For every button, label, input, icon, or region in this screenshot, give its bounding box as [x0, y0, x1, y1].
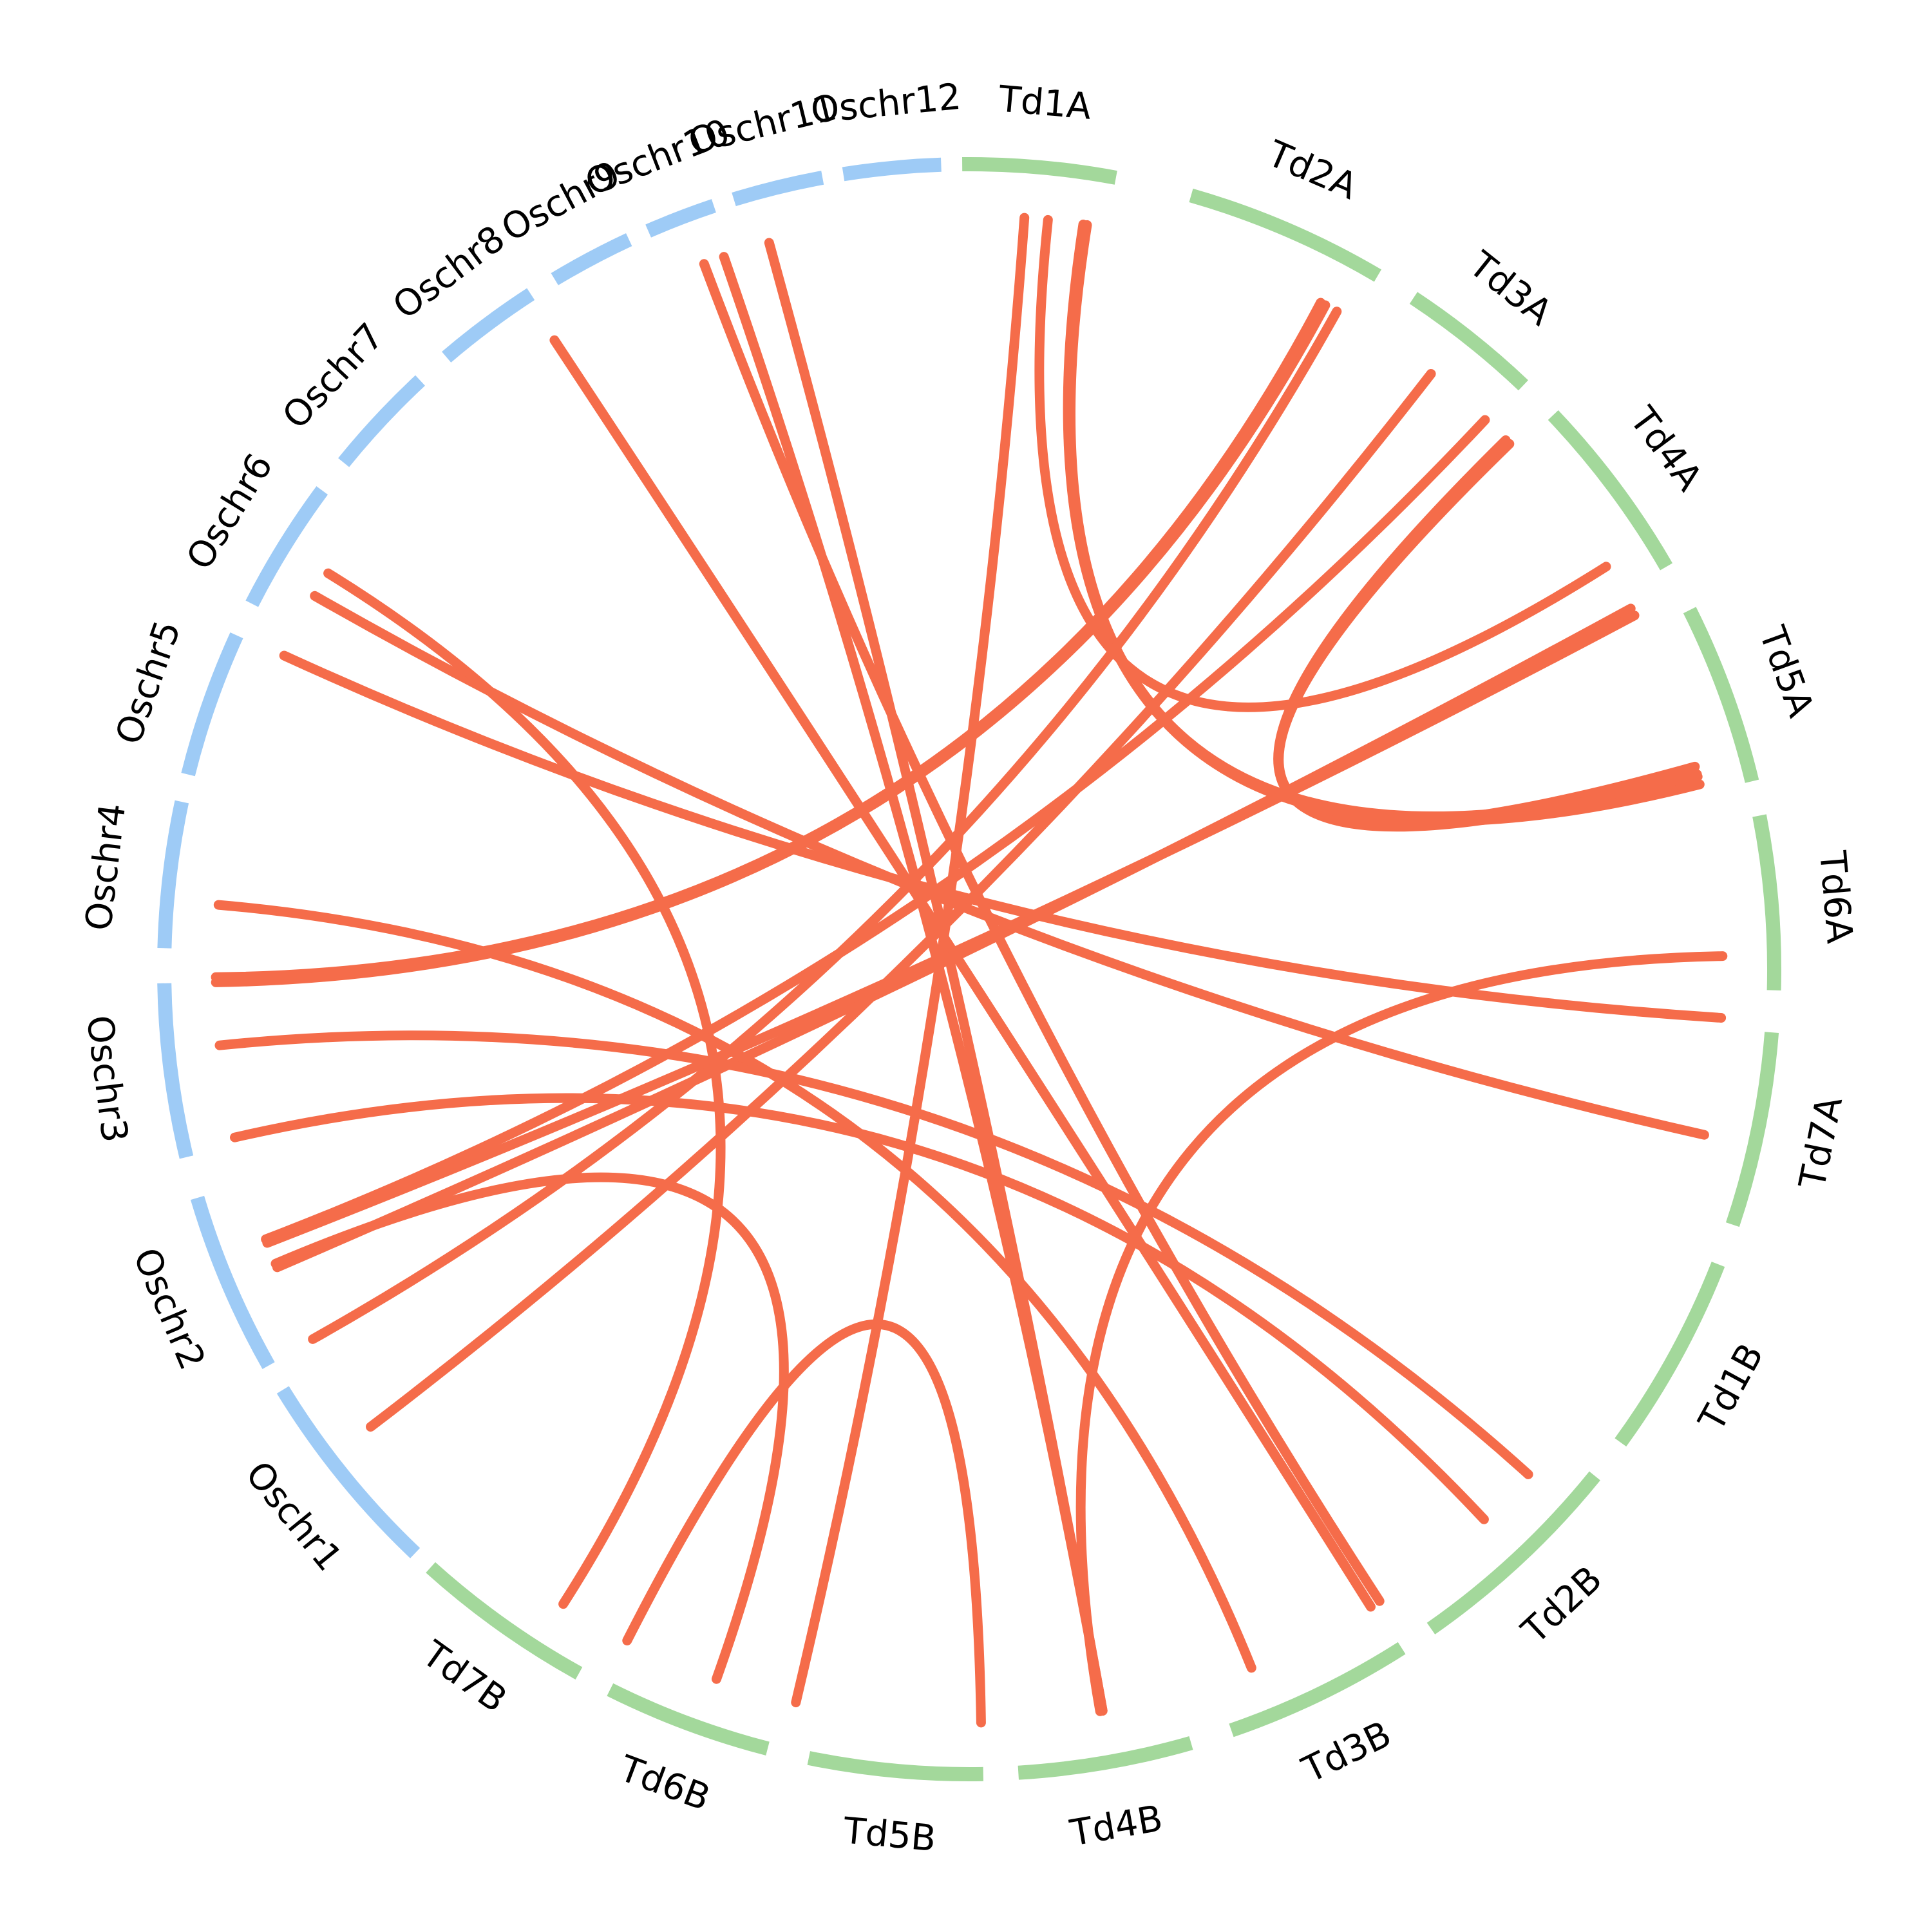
- chromosome-arc-oschr10: [645, 199, 716, 238]
- chromosome-label-td6a: Td6A: [1811, 849, 1861, 945]
- synteny-link-23: [230, 1093, 1489, 1524]
- chromosome-label-td4b: Td4B: [1066, 1797, 1166, 1855]
- chromosome-arc-oschr9: [551, 233, 632, 285]
- chromosome-label-td4a: Td4A: [1621, 399, 1710, 498]
- chromosome-arc-oschr8: [442, 288, 535, 363]
- chromosome-label-td2b: Td2B: [1513, 1558, 1610, 1652]
- chromosome-arc-td3b: [1229, 1642, 1406, 1738]
- synteny-link-10: [366, 369, 1436, 1432]
- synteny-link-19: [310, 591, 1709, 1140]
- synteny-link-1: [1075, 951, 1728, 1716]
- chromosome-arc-oschr1: [276, 1386, 421, 1558]
- synteny-link-22: [323, 568, 726, 1609]
- chromosome-arc-td2b: [1426, 1471, 1600, 1634]
- chromosome-arc-oschr2: [190, 1195, 275, 1369]
- chromosome-arc-oschr3: [157, 983, 194, 1159]
- chromosome-arc-oschr5: [181, 632, 243, 777]
- chromosome-arc-td2a: [1189, 188, 1381, 282]
- chromosome-arc-oschr7: [338, 375, 426, 468]
- chromosome-arc-td6a: [1752, 814, 1782, 990]
- chromosome-label-td5a: Td5A: [1750, 621, 1822, 723]
- synteny-link-5: [1063, 220, 1705, 826]
- synteny-link-25: [270, 1172, 789, 1684]
- chromosome-arc-oschr12: [842, 157, 942, 182]
- chromosome-label-td5b: Td5B: [841, 1810, 938, 1860]
- chromosome-label-oschr3: Oschr3: [78, 1013, 135, 1145]
- synteny-link-12: [272, 603, 1636, 1273]
- chromosome-label-td3a: Td3A: [1461, 243, 1560, 334]
- chromosome-arc-td1b: [1615, 1262, 1725, 1447]
- synteny-link-26: [622, 1319, 986, 1728]
- synteny-link-13: [262, 611, 1640, 1248]
- chromosome-label-oschr5: Oschr5: [108, 616, 189, 750]
- chromosome-arc-td1a: [962, 156, 1117, 185]
- chromosome-label-td7b: Td7B: [414, 1633, 515, 1721]
- synteny-link-18: [549, 335, 1376, 1612]
- synteny-link-6: [1034, 214, 1611, 712]
- chromosome-arc-oschr11: [732, 171, 824, 207]
- synteny-link-21: [214, 1030, 1533, 1479]
- chromosome-arc-oschr4: [157, 800, 189, 949]
- chromosome-label-td1b: Td1B: [1690, 1337, 1772, 1439]
- chromosome-label-oschr6: Oschr6: [178, 446, 281, 577]
- chromosome-arc-oschr6: [245, 486, 328, 607]
- synteny-links: [211, 213, 1728, 1728]
- chromosome-arc-td7a: [1725, 1032, 1779, 1227]
- chromosome-label-td3b: Td3B: [1296, 1713, 1398, 1792]
- synteny-link-17: [699, 259, 1385, 1606]
- chromosome-arc-td5a: [1683, 607, 1759, 783]
- synteny-link-24: [213, 900, 1256, 1673]
- chromosome-label-oschr12: Oschr12: [809, 76, 963, 132]
- chromosome-label-oschr2: Oschr2: [125, 1242, 213, 1376]
- chromosome-label-td1a: Td1A: [996, 78, 1093, 128]
- chromosome-arc-td5b: [807, 1751, 983, 1781]
- chromosome-arc-td4a: [1548, 410, 1673, 571]
- synteny-link-7: [308, 307, 1342, 1344]
- chromosome-arcs: [157, 156, 1782, 1781]
- chromosome-label-oschr4: Oschr4: [78, 801, 135, 933]
- chromosome-label-td2a: Td2A: [1261, 133, 1363, 208]
- chromosome-label-td7a: Td7A: [1792, 1093, 1852, 1193]
- synteny-link-20: [279, 650, 1727, 1023]
- synteny-link-9: [211, 298, 1326, 982]
- chromosome-arc-td3a: [1409, 292, 1528, 391]
- chromosome-arc-td4b: [1018, 1736, 1193, 1780]
- chromosome-label-td6b: Td6B: [614, 1748, 715, 1820]
- chromosome-arc-td7b: [426, 1562, 583, 1680]
- chromosome-arc-td6b: [607, 1683, 770, 1756]
- synteny-link-16: [719, 252, 1108, 1716]
